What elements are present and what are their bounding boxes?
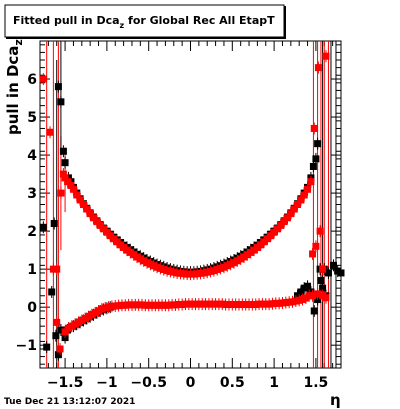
data-point	[294, 201, 302, 208]
y-tick-label: 4	[27, 148, 37, 164]
x-tick-label: −0.5	[130, 375, 167, 391]
data-point	[67, 181, 75, 189]
data-point	[53, 265, 61, 273]
data-point	[50, 220, 58, 228]
x-axis-title: η	[330, 391, 341, 409]
data-point	[79, 201, 87, 208]
data-point	[309, 162, 317, 170]
data-point	[56, 345, 64, 353]
data-point	[54, 351, 62, 359]
y-tick-label: −1	[16, 338, 37, 354]
data-point	[277, 221, 285, 229]
data-point	[300, 191, 308, 199]
data-point	[64, 178, 72, 186]
data-point	[309, 250, 317, 258]
data-point	[304, 185, 312, 193]
data-point	[297, 288, 305, 296]
data-point	[43, 343, 51, 351]
data-point	[297, 196, 305, 204]
data-point	[39, 223, 47, 231]
data-points	[39, 50, 345, 361]
data-point	[317, 277, 325, 285]
data-point	[69, 185, 77, 193]
data-point	[329, 261, 337, 269]
data-point	[319, 284, 327, 292]
data-point	[48, 288, 56, 296]
data-point	[312, 242, 320, 250]
data-point	[322, 52, 330, 60]
data-point	[61, 159, 69, 167]
data-point	[57, 189, 65, 197]
data-point	[307, 178, 315, 186]
y-tick-label: 6	[27, 72, 37, 88]
y-tick-label: 5	[27, 110, 37, 126]
data-point	[86, 210, 94, 218]
x-tick-label: 0.5	[220, 375, 245, 391]
data-point	[54, 83, 62, 91]
data-point	[53, 318, 61, 326]
y-tick-label: 2	[27, 224, 37, 240]
data-point	[39, 75, 47, 83]
y-tick-label: 3	[27, 186, 37, 202]
data-point	[76, 196, 84, 204]
data-point	[93, 218, 101, 226]
data-point	[304, 282, 312, 290]
data-point	[314, 64, 322, 72]
data-point	[314, 140, 322, 148]
x-tick-label: −1.5	[47, 375, 84, 391]
data-point	[83, 205, 91, 213]
data-point	[314, 290, 322, 298]
data-point	[52, 332, 60, 340]
data-point	[316, 227, 324, 235]
data-point	[59, 147, 67, 155]
data-point	[59, 170, 67, 178]
data-point	[324, 269, 332, 277]
y-tick-label: 1	[27, 262, 37, 278]
x-tick-label: 0	[186, 375, 196, 391]
data-point	[61, 328, 69, 336]
axis-tick-labels: −1.5 −1 −0.5 0 0.5 1 1.5 −1 0 1 2 3 4 5 6	[16, 72, 329, 391]
y-tick-label: 0	[27, 300, 37, 316]
x-tick-label: −1	[96, 375, 117, 391]
data-point	[310, 307, 318, 315]
title-box: Fitted pull in Dcaz for Global Rec All E…	[4, 4, 286, 39]
data-point	[90, 214, 98, 222]
data-point	[283, 214, 291, 222]
data-point	[309, 292, 317, 300]
data-point	[322, 294, 330, 302]
data-point	[319, 265, 327, 273]
data-point	[337, 269, 345, 277]
data-point	[280, 218, 288, 226]
data-point	[294, 292, 302, 300]
timestamp-footer: Tue Dec 21 13:12:07 2021	[4, 397, 135, 407]
data-point	[310, 124, 318, 132]
x-tick-label: 1.5	[304, 375, 329, 391]
data-point	[46, 128, 54, 136]
data-point	[73, 191, 81, 199]
data-point	[290, 205, 298, 213]
data-point	[287, 210, 295, 218]
data-point	[61, 174, 69, 182]
data-point	[312, 155, 320, 163]
y-axis-title: pull in Dcaz	[4, 39, 25, 135]
data-point	[57, 326, 65, 334]
data-point	[307, 288, 315, 296]
chart-title: Fitted pull in Dcaz for Global Rec All E…	[13, 14, 275, 30]
x-tick-label: 1	[269, 375, 279, 391]
data-point	[57, 98, 65, 106]
